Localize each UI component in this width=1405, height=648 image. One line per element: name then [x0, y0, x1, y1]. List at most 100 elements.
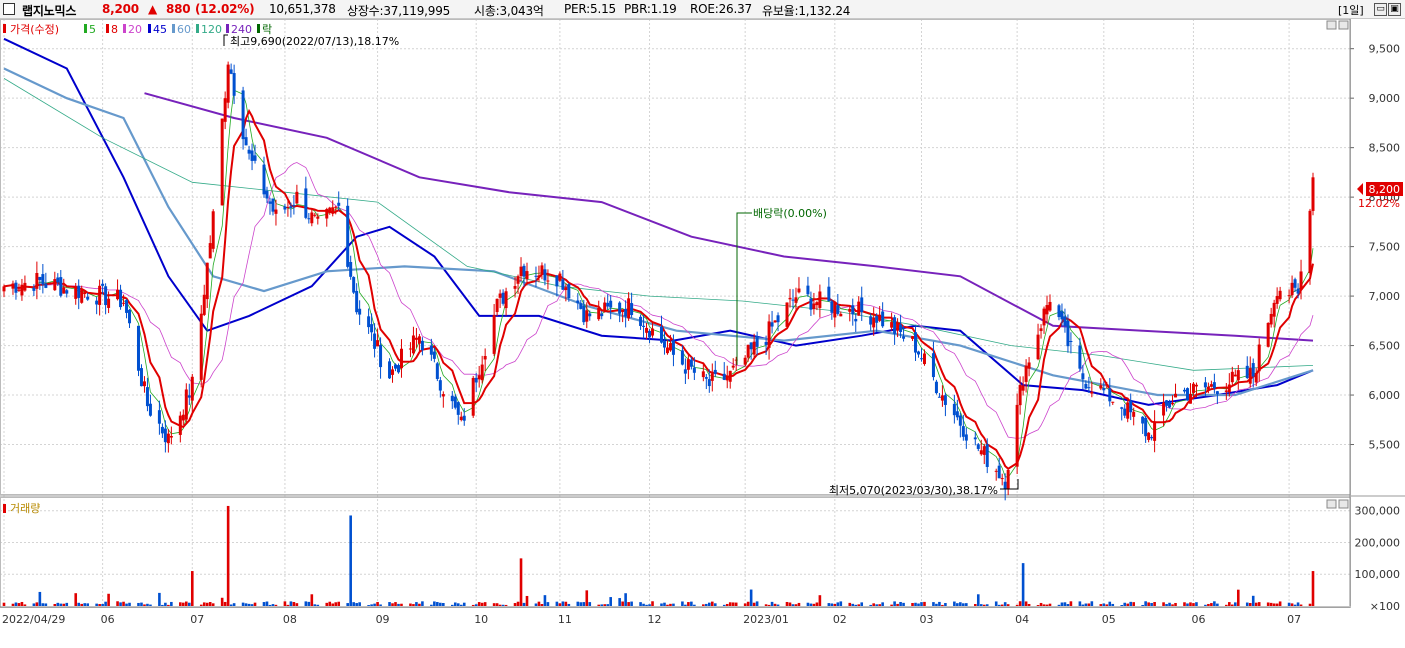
volume-bar: [985, 604, 989, 606]
price-tick-label: 7,500: [1369, 241, 1401, 254]
panel-minimize-icon: [1326, 20, 1337, 30]
date-tick-label: 09: [376, 613, 390, 626]
period-selector[interactable]: [1일]: [1338, 4, 1364, 17]
volume-bar: [603, 604, 607, 606]
legend-item-ma20: 20: [128, 23, 142, 36]
maximize-icon[interactable]: ▣: [1388, 3, 1401, 16]
candle-body: [286, 206, 290, 208]
volume-bar: [785, 601, 789, 606]
candle-body: [561, 279, 565, 290]
stock-chart[interactable]: 5,5006,0006,5007,0007,5008,0008,5009,000…: [0, 19, 1405, 648]
volume-bar: [815, 602, 819, 606]
volume-bar: [187, 602, 191, 606]
candle-body: [522, 265, 526, 277]
volume-bar: [953, 601, 956, 606]
volume-bar: [391, 603, 394, 606]
candle-body: [931, 353, 935, 378]
candle-body: [1069, 340, 1073, 342]
candle-body: [483, 355, 487, 360]
panel-buttons[interactable]: [1326, 20, 1349, 509]
select-checkbox[interactable]: [3, 3, 15, 15]
volume-bar: [1027, 603, 1031, 606]
candle-body: [462, 415, 466, 421]
roe-value: ROE:26.37: [690, 2, 752, 16]
candle-body: [1111, 401, 1115, 403]
volume-bar: [442, 602, 445, 606]
date-tick-label: 05: [1102, 613, 1116, 626]
candle-body: [283, 206, 287, 210]
volume-tick-label: ×100: [1370, 600, 1400, 613]
candle-body: [62, 287, 66, 294]
volume-bar: [1150, 603, 1153, 606]
price-tick-label: 6,000: [1369, 389, 1401, 402]
volume-bar: [1078, 601, 1082, 606]
candle-body: [806, 285, 810, 295]
volume-bar: [713, 603, 717, 606]
candle-body: [435, 363, 439, 379]
candle-body: [692, 367, 696, 373]
volume-bar: [1311, 571, 1315, 606]
candle-body: [355, 290, 359, 313]
panel-minimize-icon: [1326, 499, 1337, 509]
candle-body: [519, 266, 523, 277]
candle-body: [659, 326, 663, 343]
candle-body: [125, 300, 129, 313]
candle-body: [579, 303, 583, 309]
candle-body: [648, 330, 652, 338]
volume-bar: [770, 601, 774, 606]
volume-bar: [495, 603, 499, 606]
candle-body: [289, 206, 293, 208]
volume-bar: [394, 602, 397, 606]
volume-bar: [1111, 603, 1115, 606]
restore-icon[interactable]: ▭: [1374, 3, 1387, 16]
volume-bar: [1248, 602, 1252, 606]
volume-bar: [205, 602, 209, 606]
date-tick-label: 04: [1015, 613, 1029, 626]
legend-swatch: [257, 24, 260, 33]
candle-body: [1060, 311, 1064, 320]
candle-body: [600, 313, 604, 317]
trade-volume: 10,651,378: [269, 2, 336, 16]
volume-bar: [1299, 604, 1303, 606]
candle-body: [1293, 279, 1297, 288]
candle-body: [937, 396, 941, 398]
candle-body: [1123, 408, 1127, 416]
candle-body: [1233, 374, 1237, 377]
candle-body: [890, 322, 894, 328]
candle-body: [414, 337, 418, 340]
volume-bar: [65, 602, 69, 606]
candle-body: [854, 318, 858, 322]
volume-bar: [182, 602, 185, 606]
volume-bar: [812, 603, 816, 606]
volume-bar: [1233, 602, 1237, 606]
candle-body: [934, 381, 938, 394]
volume-bar: [687, 602, 690, 606]
volume-bar: [767, 604, 771, 606]
candle-body: [576, 300, 580, 304]
candle-body: [432, 351, 436, 359]
candle-body: [450, 395, 454, 402]
volume-bar: [1087, 603, 1091, 606]
volume-bar: [899, 601, 902, 606]
candle-body: [187, 395, 191, 398]
legend-item-ma120: 120: [201, 23, 222, 36]
candle-body: [713, 369, 717, 374]
candle-body: [169, 435, 173, 438]
candle-body: [985, 444, 989, 467]
candle-body: [525, 271, 529, 280]
volume-bar: [1216, 603, 1219, 606]
candle-body: [701, 371, 705, 378]
candle-body: [818, 291, 822, 308]
volume-bar: [962, 603, 965, 606]
candle-body: [376, 340, 380, 347]
volume-bar: [645, 604, 648, 606]
candle-body: [1099, 385, 1103, 389]
volume-bar: [313, 604, 317, 606]
candle-body: [38, 276, 42, 280]
volume-bar: [17, 603, 21, 606]
volume-bar: [585, 590, 589, 606]
volume-bar: [1084, 603, 1088, 606]
candle-body: [1203, 382, 1207, 388]
candle-body: [1048, 301, 1052, 311]
candle-body: [56, 277, 60, 283]
